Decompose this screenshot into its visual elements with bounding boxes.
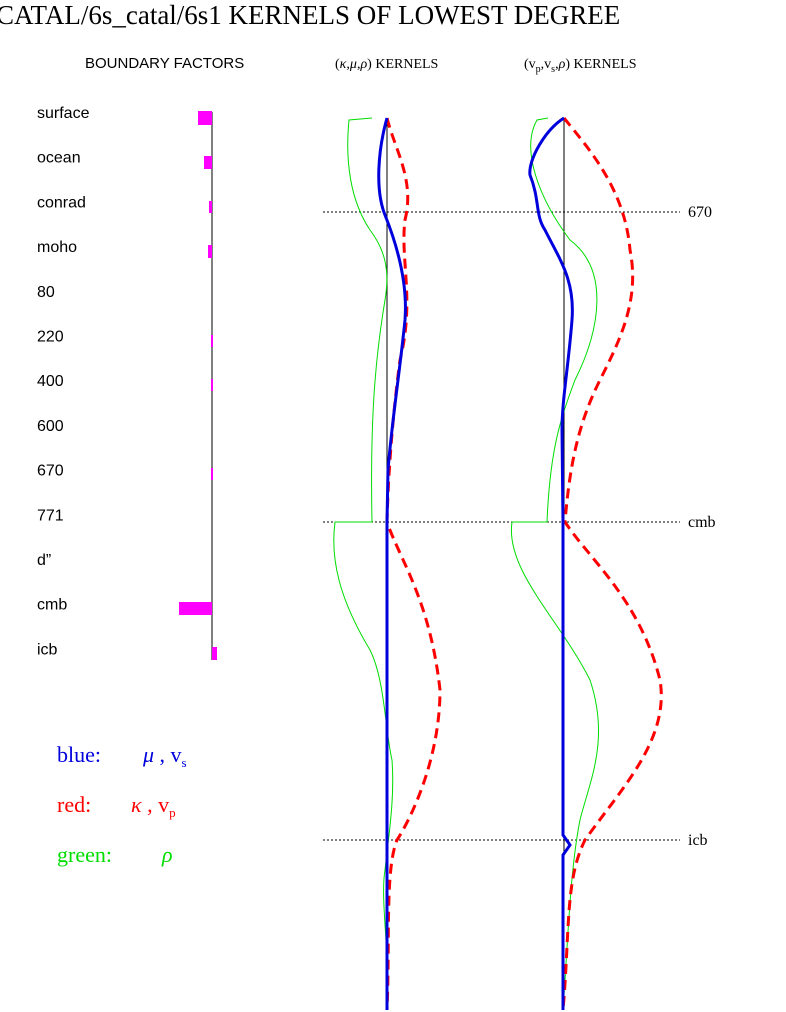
kernel-heading: (vp,vs,ρ) KERNELS [524, 57, 636, 75]
boundary-bars [179, 111, 217, 660]
legend-symbols: κ , vp [131, 792, 176, 820]
legend-part: , v [154, 742, 182, 767]
heading-part: (v [524, 57, 536, 72]
boundary-heading: BOUNDARY FACTORS [85, 55, 244, 72]
boundary-label: 600 [37, 418, 64, 435]
boundary-label: 220 [37, 329, 64, 346]
heading-part: , [555, 57, 559, 72]
heading-part: p [536, 64, 541, 75]
heading-part: s [551, 64, 555, 75]
kernel-panel [333, 117, 442, 1011]
legend-part: μ [142, 742, 154, 767]
depth-label: cmb [688, 514, 716, 531]
boundary-label: icb [37, 641, 58, 658]
boundary-label: 771 [37, 507, 64, 524]
legend-symbols: ρ [161, 842, 173, 867]
kernel-panel [510, 116, 663, 1011]
legend-part: ρ [161, 842, 173, 867]
heading-part: κ [340, 57, 347, 72]
legend-name: red: [57, 792, 91, 817]
boundary-label: conrad [37, 194, 86, 211]
boundary-label: moho [37, 239, 77, 256]
title: CATAL/6s_catal/6s1 KERNELS OF LOWEST DEG… [0, 0, 620, 30]
legend-part: p [169, 805, 176, 820]
heading-part: , [346, 57, 350, 72]
heading-part: ) KERNELS [565, 57, 636, 72]
kernel-heading: (κ,μ,ρ) KERNELS [335, 57, 438, 72]
legend-name: blue: [57, 742, 101, 767]
boundary-label: ocean [37, 150, 81, 167]
heading-part: , [357, 57, 361, 72]
boundary-label: 670 [37, 463, 64, 480]
heading-part: ρ [558, 57, 566, 72]
legend-part: s [182, 755, 187, 770]
boundary-label: 400 [37, 373, 64, 390]
heading-part: ( [335, 57, 340, 72]
legend-part: , v [142, 792, 170, 817]
heading-part: ) KERNELS [367, 57, 438, 72]
depth-label: 670 [688, 204, 712, 221]
legend-part: κ [131, 792, 142, 817]
heading-part: ρ [359, 57, 367, 72]
boundary-label: cmb [37, 597, 67, 614]
boundary-label: surface [37, 105, 90, 122]
heading-part: ,v [541, 57, 552, 72]
legend-symbols: μ , vs [142, 742, 187, 770]
legend-name: green: [57, 842, 112, 867]
heading-part: μ [349, 57, 357, 72]
boundary-label: 80 [37, 284, 55, 301]
boundary-label: d” [37, 552, 51, 569]
depth-label: icb [688, 832, 708, 849]
depth-lines [323, 211, 680, 841]
